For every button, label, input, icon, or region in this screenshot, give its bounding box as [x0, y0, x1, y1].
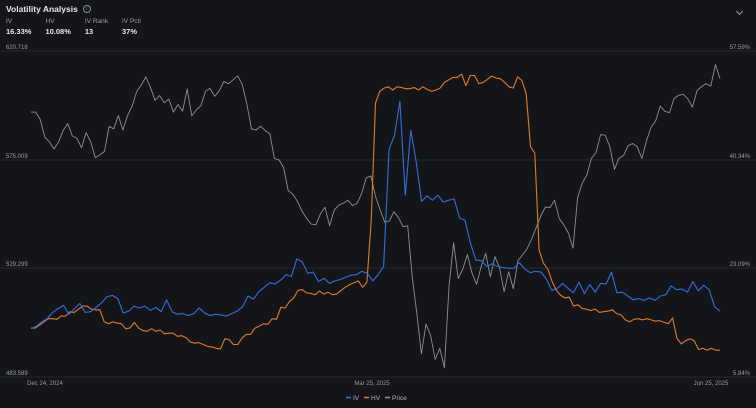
stat-iv-pctl: IV Pctl 37% — [122, 18, 141, 36]
legend-label-iv[interactable]: IV — [353, 395, 360, 402]
right-tick-label: 57.59% — [730, 45, 751, 51]
series-line-price — [31, 64, 721, 369]
left-tick-label: 575.009 — [6, 154, 28, 160]
legend-label-price[interactable]: Price — [392, 395, 407, 402]
legend-label-hv[interactable]: HV — [371, 395, 381, 402]
left-tick-label: 483.589 — [6, 371, 28, 377]
info-icon[interactable]: i — [82, 5, 91, 13]
stat-label-iv: IV — [6, 18, 13, 25]
stat-iv: IV 16.33% — [6, 18, 31, 36]
page-title: Volatility Analysis — [6, 4, 78, 14]
x-tick-label: Jun 25, 2025 — [694, 381, 729, 387]
stat-iv-rank: IV Rank 13 — [85, 18, 108, 36]
grid-lines — [0, 50, 756, 378]
right-tick-label: 40.34% — [730, 154, 751, 160]
stat-value-iv-pctl: 37% — [122, 27, 138, 36]
right-tick-label: 23.09% — [730, 262, 751, 268]
left-tick-label: 529.299 — [6, 262, 28, 268]
series-line-hv — [31, 73, 720, 351]
x-tick-label: Dec 24, 2024 — [27, 381, 63, 387]
stat-label-iv-rank: IV Rank — [84, 18, 108, 25]
x-tick-label: Mar 25, 2025 — [354, 381, 390, 387]
stat-label-hv: HV — [45, 18, 55, 25]
stat-label-iv-pctl: IV Pctl — [122, 18, 141, 25]
right-tick-label: 5.84% — [733, 371, 751, 377]
series-line-iv — [30, 100, 721, 330]
stat-value-iv-rank: 13 — [84, 27, 94, 36]
stat-hv: HV 10.08% — [45, 18, 70, 36]
series-lines — [30, 64, 721, 369]
axis-labels: 620.718 575.009 529.299 483.589 57.59% 4… — [6, 45, 751, 387]
stat-value-hv: 10.08% — [45, 27, 71, 36]
chart-header: Volatility Analysis i IV 16.33% HV 10.08… — [6, 4, 750, 44]
stats-row: IV 16.33% HV 10.08% IV Rank 13 IV Pctl 3… — [6, 18, 750, 36]
legend: IV HV Price — [346, 395, 407, 402]
left-tick-label: 620.718 — [6, 45, 28, 51]
stat-value-iv: 16.33% — [6, 27, 32, 36]
